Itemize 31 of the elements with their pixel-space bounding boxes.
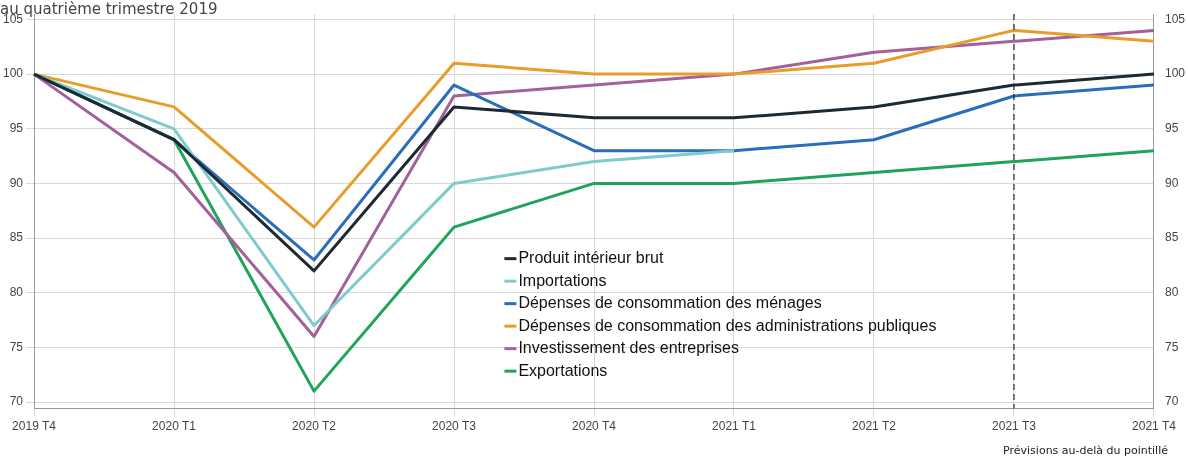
y-tick-label: 85 bbox=[9, 230, 24, 245]
legend-label: Dépenses de consommation des ménages bbox=[518, 294, 822, 312]
y2-tick-label: 80 bbox=[1164, 285, 1179, 300]
y-tick-label: 100 bbox=[2, 66, 24, 81]
y2-tick-label: 100 bbox=[1164, 66, 1186, 81]
legend-label: Dépenses de consommation des administrations publiques bbox=[518, 316, 937, 334]
x-tick-label: 2021 T2 bbox=[852, 419, 897, 434]
y-tick-label: 75 bbox=[9, 339, 24, 354]
x-tick-label: 2020 T3 bbox=[432, 419, 477, 434]
y-tick-label: 70 bbox=[9, 394, 24, 409]
legend-label: Exportations bbox=[518, 361, 608, 379]
x-tick-label: 2021 T1 bbox=[712, 419, 757, 434]
x-tick-label: 2021 T4 bbox=[1132, 419, 1177, 434]
legend-label: Produit intérieur brut bbox=[518, 249, 664, 267]
y2-tick-label: 75 bbox=[1164, 339, 1179, 354]
x-tick-label: 2019 T4 bbox=[12, 419, 57, 434]
text: Prévisions au-delà du pointillé bbox=[1003, 444, 1168, 457]
y2-tick-label: 95 bbox=[1164, 121, 1179, 136]
y-tick-label: 95 bbox=[9, 121, 24, 136]
y-tick-label: 80 bbox=[9, 285, 24, 300]
legend-label: Importations bbox=[518, 271, 607, 289]
legend-label: Investissement des entreprises bbox=[518, 339, 739, 357]
x-tick-label: 2020 T4 bbox=[572, 419, 617, 434]
y2-tick-label: 70 bbox=[1164, 394, 1179, 409]
x-tick-label: 2021 T3 bbox=[992, 419, 1037, 434]
x-tick-label: 2020 T2 bbox=[292, 419, 337, 434]
y2-tick-label: 90 bbox=[1164, 175, 1179, 190]
y-tick-label: 90 bbox=[9, 175, 24, 190]
x-tick-label: 2020 T1 bbox=[152, 419, 197, 434]
y2-tick-label: 105 bbox=[1164, 11, 1186, 26]
y2-tick-label: 85 bbox=[1164, 230, 1179, 245]
